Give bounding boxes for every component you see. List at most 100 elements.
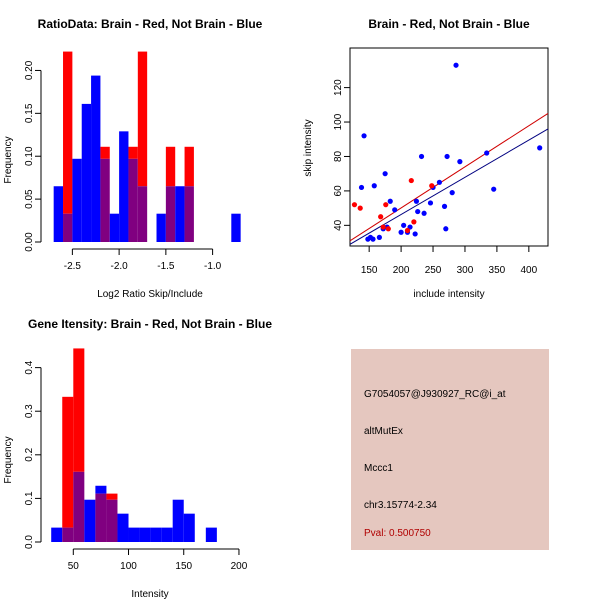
- not-brain-bar: [128, 527, 140, 542]
- pval: Pval: 0.500750: [364, 528, 431, 539]
- not-brain-bar: [84, 499, 96, 542]
- fit-line: [349, 113, 549, 242]
- not-brain-bar: [183, 513, 195, 542]
- x-tick-label: -2.5: [64, 261, 82, 272]
- x-tick-label: -1.5: [157, 261, 175, 272]
- overlap-bar: [184, 186, 194, 242]
- not-brain-bar: [156, 213, 166, 242]
- not-brain-point: [453, 62, 459, 68]
- not-brain-bar: [175, 186, 185, 242]
- not-brain-point: [413, 198, 420, 204]
- ratio-axes: -2.5 -2.0 -1.5 -1.0 0.00 0.05 0.10 0.15 0.20: [24, 60, 222, 272]
- not-brain-point: [398, 229, 404, 235]
- not-brain-point: [421, 210, 427, 216]
- brain-bar: [100, 146, 110, 159]
- intensity-bars: [51, 348, 217, 542]
- brain-point: [429, 183, 435, 189]
- x-tick-label: 300: [457, 265, 474, 276]
- y-tick-label: 40: [333, 219, 344, 231]
- not-brain-point: [412, 231, 418, 237]
- scatter-axes: 150 200 250 300 350 400 40 60 80 100 120: [333, 79, 538, 276]
- x-tick-label: 150: [175, 561, 192, 572]
- overlap-bar: [73, 471, 85, 542]
- x-tick-label: 100: [120, 561, 137, 572]
- y-tick-label: 0.1: [24, 491, 35, 505]
- not-brain-bar: [109, 213, 120, 242]
- brain-bar: [63, 51, 73, 214]
- not-brain-point: [537, 145, 543, 151]
- intensity-ylabel: Frequency: [3, 436, 14, 483]
- y-tick-label: 0.05: [24, 189, 35, 209]
- overlap-bar: [128, 158, 138, 242]
- not-brain-point: [392, 207, 398, 213]
- not-brain-bar: [51, 527, 63, 542]
- not-brain-bar: [95, 485, 107, 494]
- brain-bar: [165, 146, 176, 187]
- scatter-title: Brain - Red, Not Brain - Blue: [368, 17, 530, 31]
- ratio-ylabel: Frequency: [3, 136, 14, 183]
- y-tick-label: 120: [333, 79, 344, 96]
- brain-point: [411, 219, 417, 225]
- scatter-box: [349, 47, 549, 247]
- brain-point: [351, 202, 358, 208]
- not-brain-point: [358, 184, 365, 191]
- brain-point: [357, 205, 363, 211]
- not-brain-point: [443, 226, 449, 232]
- not-brain-bar: [161, 527, 173, 542]
- gene-name: Mccc1: [364, 463, 393, 474]
- not-brain-point: [449, 190, 455, 196]
- ratio-bars: [53, 51, 241, 242]
- not-brain-point: [418, 153, 425, 160]
- brain-bar: [106, 493, 118, 500]
- not-brain-bar: [172, 499, 184, 542]
- scatter-plot: Brain - Red, Not Brain - Blue 150 200 250 3…: [303, 17, 549, 300]
- not-brain-bar: [72, 158, 82, 242]
- x-tick-label: 400: [520, 265, 537, 276]
- brain-point: [385, 226, 391, 232]
- not-brain-bar: [119, 131, 129, 242]
- not-brain-point: [436, 179, 443, 185]
- not-brain-bar: [150, 527, 162, 542]
- intensity-xlabel: Intensity: [131, 589, 168, 600]
- overlap-bar: [165, 186, 176, 242]
- scatter-xlabel: include intensity: [413, 289, 484, 300]
- x-tick-label: 200: [393, 265, 410, 276]
- y-tick-label: 80: [333, 150, 344, 162]
- not-brain-point: [444, 153, 450, 160]
- not-brain-point: [427, 200, 434, 206]
- overlap-bar: [95, 493, 107, 542]
- not-brain-bar: [231, 213, 241, 242]
- brain-point: [404, 227, 411, 234]
- y-tick-label: 0.20: [24, 60, 35, 80]
- scatter-points: [351, 62, 543, 242]
- not-brain-point: [491, 186, 497, 192]
- scatter-ylabel: skip intensity: [303, 119, 314, 176]
- location: chr3.15774-2.34: [364, 500, 437, 511]
- x-tick-label: -1.0: [204, 261, 222, 272]
- y-tick-label: 0.4: [24, 360, 35, 374]
- not-brain-point: [382, 171, 388, 177]
- brain-bar: [184, 146, 194, 187]
- x-tick-label: 150: [361, 265, 378, 276]
- ratio-histogram: RatioData: Brain - Red, Not Brain - Blue…: [3, 17, 263, 300]
- not-brain-bar: [81, 103, 92, 242]
- ratio-title: RatioData: Brain - Red, Not Brain - Blue: [38, 17, 263, 31]
- not-brain-point: [401, 222, 407, 228]
- not-brain-point: [361, 133, 367, 139]
- overlap-bar: [100, 158, 110, 242]
- x-tick-label: 350: [489, 265, 506, 276]
- overlap-bar: [137, 186, 148, 242]
- not-brain-point: [457, 159, 463, 165]
- overlap-bar: [106, 499, 118, 542]
- brain-bar: [137, 51, 148, 187]
- probe-id: G7054057@J930927_RC@i_at: [364, 389, 506, 400]
- brain-point: [383, 202, 389, 208]
- intensity-histogram: Gene Itensity: Brain - Red, Not Brain - …: [3, 317, 272, 600]
- brain-point: [408, 177, 414, 184]
- y-tick-label: 60: [333, 185, 344, 197]
- not-brain-point: [376, 234, 382, 240]
- x-tick-label: 250: [425, 265, 442, 276]
- info-panel: G7054057@J930927_RC@i_at altMutEx Mccc1 …: [351, 349, 549, 550]
- overlap-bar: [63, 213, 73, 242]
